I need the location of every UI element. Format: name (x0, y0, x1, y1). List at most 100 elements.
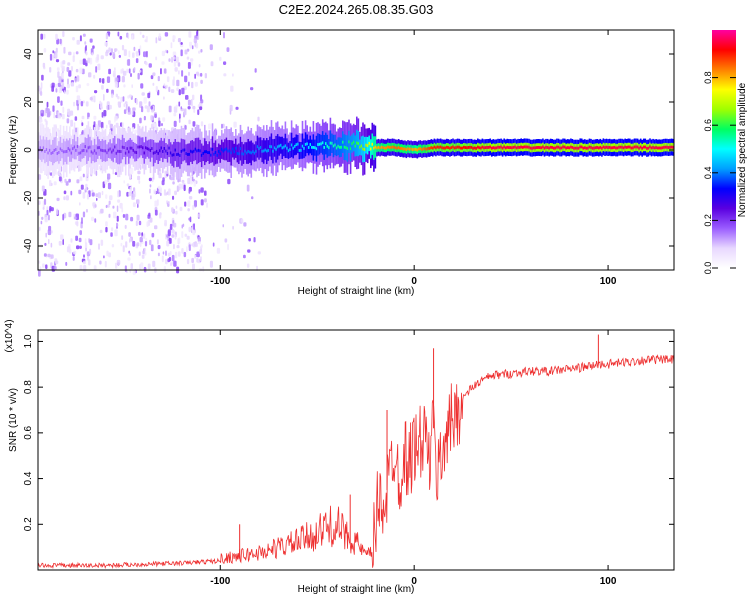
noise-cell (135, 51, 139, 55)
carrier-core (472, 146, 474, 150)
noise-cell (66, 118, 70, 124)
carrier-core (96, 146, 99, 150)
noise-cell (93, 74, 96, 79)
noise-cell (78, 189, 82, 195)
noise-cell (194, 81, 198, 87)
noise-cell (85, 209, 88, 213)
noise-cell (187, 99, 191, 106)
carrier-core (382, 146, 384, 149)
noise-cell (191, 103, 193, 107)
carrier-core (422, 147, 425, 151)
noise-cell (137, 170, 141, 175)
noise-cell (216, 247, 221, 254)
noise-cell (149, 217, 153, 223)
carrier-core (298, 149, 301, 152)
carrier-core (463, 145, 465, 149)
noise-cell (62, 238, 64, 246)
x-tick-label: -100 (210, 276, 230, 287)
carrier-core (646, 146, 648, 150)
noise-cell (124, 101, 128, 105)
carrier-core (58, 151, 60, 154)
carrier-core (146, 147, 149, 151)
noise-cell (117, 50, 120, 55)
carrier-core (565, 146, 567, 150)
carrier-core (466, 146, 468, 150)
carrier-core (79, 151, 82, 155)
carrier-core (87, 146, 90, 150)
noise-cell (178, 237, 181, 244)
carrier-core (373, 146, 375, 150)
noise-cell (62, 214, 65, 221)
noise-cell (146, 50, 148, 58)
noise-cell (146, 221, 149, 227)
noise-cell (103, 255, 105, 259)
noise-cell (168, 105, 172, 113)
carrier-core (273, 146, 276, 150)
noise-cell (114, 67, 116, 71)
noise-cell (138, 251, 141, 256)
snr-series (37, 334, 675, 570)
carrier-core (55, 148, 57, 151)
carrier-core (129, 146, 132, 150)
noise-cell (123, 84, 126, 88)
noise-cell (229, 104, 233, 112)
carrier-core (196, 149, 198, 153)
carrier-core (155, 149, 158, 153)
noise-cell (197, 109, 200, 116)
noise-cell (176, 185, 179, 192)
noise-cell (99, 260, 102, 265)
carrier-core (180, 149, 183, 153)
noise-cell (251, 196, 254, 200)
noise-cell (108, 104, 112, 110)
carrier-core (383, 146, 386, 150)
noise-cell (243, 254, 246, 259)
carrier-core (338, 145, 341, 149)
carrier-core (414, 147, 417, 151)
noise-cell (95, 193, 99, 198)
noise-cell (68, 51, 72, 56)
noise-cell (122, 245, 125, 253)
carrier-core (69, 148, 71, 152)
noise-cell (175, 205, 178, 209)
noise-cell (42, 263, 45, 268)
noise-cell (52, 50, 55, 54)
noise-cell (126, 183, 130, 187)
noise-cell (177, 178, 180, 183)
noise-cell (135, 98, 138, 105)
noise-cell (112, 52, 116, 58)
noise-cell (105, 221, 108, 227)
noise-cell (191, 176, 194, 182)
carrier-core (560, 146, 563, 150)
noise-cell (71, 82, 75, 87)
noise-cell (43, 253, 47, 257)
noise-cell (233, 121, 237, 128)
noise-cell (114, 172, 118, 176)
noise-cell (129, 238, 131, 243)
noise-cell (200, 79, 203, 84)
carrier-core (174, 148, 177, 152)
noise-cell (151, 232, 155, 238)
carrier-core (93, 149, 96, 153)
carrier-core (92, 151, 94, 155)
carrier-core (477, 145, 479, 149)
noise-cell (121, 44, 125, 51)
carrier-core (231, 147, 234, 151)
noise-cell (127, 257, 131, 261)
noise-cell (195, 242, 198, 248)
noise-cell (123, 49, 127, 56)
noise-cell (156, 239, 159, 245)
noise-cell (183, 251, 187, 258)
noise-cell (139, 45, 142, 52)
noise-cell (168, 58, 171, 62)
carrier-core (145, 146, 147, 150)
carrier-core (107, 148, 110, 152)
carrier-core (408, 147, 411, 151)
noise-cell (96, 54, 100, 61)
noise-cell (59, 173, 62, 177)
noise-cell (53, 266, 57, 271)
noise-cell (48, 238, 50, 245)
noise-cell (183, 108, 187, 116)
noise-cell (113, 211, 117, 219)
noise-cell (100, 106, 103, 110)
carrier-core (526, 145, 529, 149)
